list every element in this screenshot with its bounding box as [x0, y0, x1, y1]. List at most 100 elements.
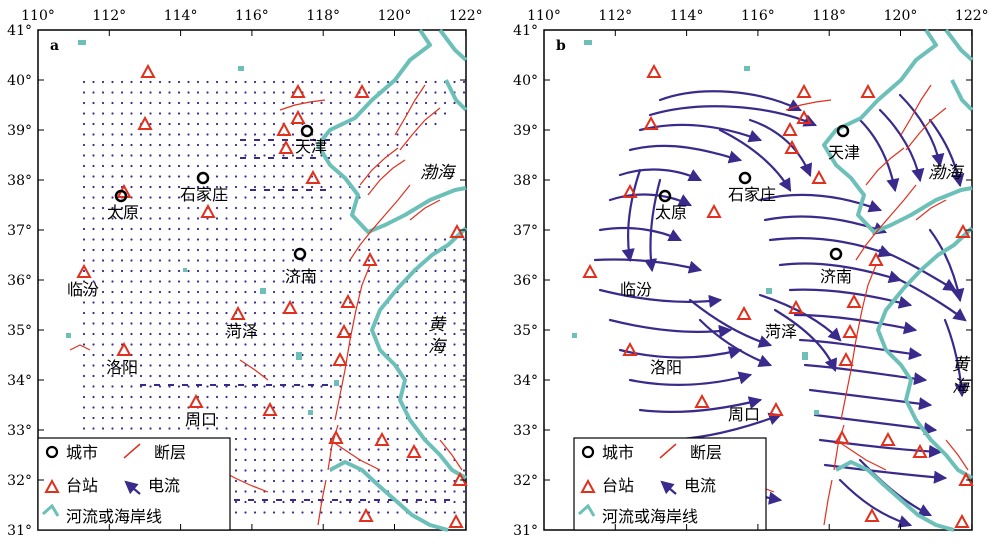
vector-dot [244, 185, 247, 189]
vector-dot [367, 185, 371, 189]
vector-dot [149, 259, 152, 262]
vector-dot [149, 406, 152, 409]
vector-dot [177, 269, 181, 273]
vector-dot [405, 469, 409, 472]
station-triangle [340, 293, 356, 308]
vector-dot [111, 322, 114, 325]
lat-tick-label: 36° [513, 273, 538, 289]
vector-dot [177, 217, 181, 220]
vector-dot [367, 374, 371, 378]
vector-dot [462, 500, 466, 504]
vector-dot [434, 332, 437, 336]
vector-dot [434, 511, 437, 514]
vector-dot [187, 395, 190, 399]
vector-dot [234, 458, 238, 462]
vector-dot [424, 427, 428, 430]
vector-dot [177, 311, 181, 315]
vector-dot [206, 395, 209, 399]
vector-dot [177, 133, 181, 136]
lon-tick-label: 118° [306, 8, 340, 24]
station-triangle [646, 63, 662, 78]
lon-tick-label: 114° [164, 8, 198, 24]
vector-dot [424, 101, 428, 105]
vector-dot [339, 112, 342, 115]
vector-dot [443, 490, 447, 493]
vector-dot [92, 112, 95, 115]
vector-dot [158, 280, 162, 283]
vector-dot [101, 374, 105, 378]
panel-a-coastline [316, 28, 468, 532]
vector-dot [158, 122, 162, 126]
vector-dot [111, 80, 114, 84]
station-triangle [76, 263, 92, 278]
vector-dot [234, 91, 238, 94]
vector-dot [253, 217, 257, 220]
vector-dot [177, 248, 181, 252]
vector-dot [396, 133, 399, 136]
vector-dot [434, 374, 437, 378]
vector-dot [158, 332, 162, 336]
vector-dot [339, 343, 342, 346]
vector-dot [158, 112, 162, 115]
station-triangle [622, 183, 638, 198]
vector-dot [386, 427, 390, 430]
vector-dot [206, 364, 209, 367]
vector-dot [424, 332, 428, 336]
vector-dot [282, 500, 285, 504]
vector-dot [263, 154, 266, 157]
vector-dot [301, 238, 304, 241]
vector-dot [111, 217, 114, 220]
vector-dot [234, 437, 238, 441]
vector-dot [130, 185, 133, 189]
vector-dot [405, 248, 409, 252]
vector-dot [101, 385, 105, 388]
vector-dot [377, 133, 380, 136]
vector-dot [82, 416, 86, 420]
vector-dot [377, 364, 380, 367]
vector-dot [158, 416, 162, 420]
vector-dot [396, 406, 399, 409]
vector-dot [101, 91, 105, 94]
label-luoyang-b: 洛阳 [650, 358, 682, 377]
vector-dot [329, 458, 333, 462]
vector-dot [282, 154, 285, 157]
vector-dot [130, 143, 133, 147]
vector-dot [424, 374, 428, 378]
vector-dot [320, 343, 323, 346]
vector-dot [348, 175, 352, 178]
station-triangle [694, 393, 710, 408]
vector-dot [244, 385, 247, 388]
lat-tick-label: 31° [7, 523, 32, 539]
city-marker-shijiazhuang-b [738, 171, 752, 185]
vector-dot [310, 374, 314, 378]
station-triangle [838, 351, 854, 366]
vector-dot [396, 238, 399, 241]
vector-dot [396, 448, 399, 451]
vector-dot [329, 385, 333, 388]
lat-tick-label: 37° [513, 223, 538, 239]
vector-dot [320, 458, 323, 462]
vector-dot [244, 500, 247, 504]
vector-dot [168, 301, 171, 304]
vector-dot [101, 143, 105, 147]
vector-dot [282, 269, 285, 273]
vector-dot [139, 185, 143, 189]
vector-dot [82, 206, 86, 210]
vector-dot [177, 175, 181, 178]
vector-dot [272, 406, 276, 409]
lat-tick-label: 40° [513, 73, 538, 89]
vector-dot [187, 374, 190, 378]
vector-dot [462, 374, 466, 378]
current-streamline [798, 338, 923, 361]
vector-dot [396, 91, 399, 94]
vector-dot [120, 154, 124, 157]
vector-dot [367, 416, 371, 420]
vector-dot [424, 91, 428, 94]
vector-dot [158, 196, 162, 199]
vector-dot [339, 80, 342, 84]
vector-dot [215, 101, 219, 105]
vector-dot [377, 143, 380, 147]
vector-dot [358, 175, 361, 178]
vector-dot [234, 490, 238, 493]
vector-dot [215, 217, 219, 220]
